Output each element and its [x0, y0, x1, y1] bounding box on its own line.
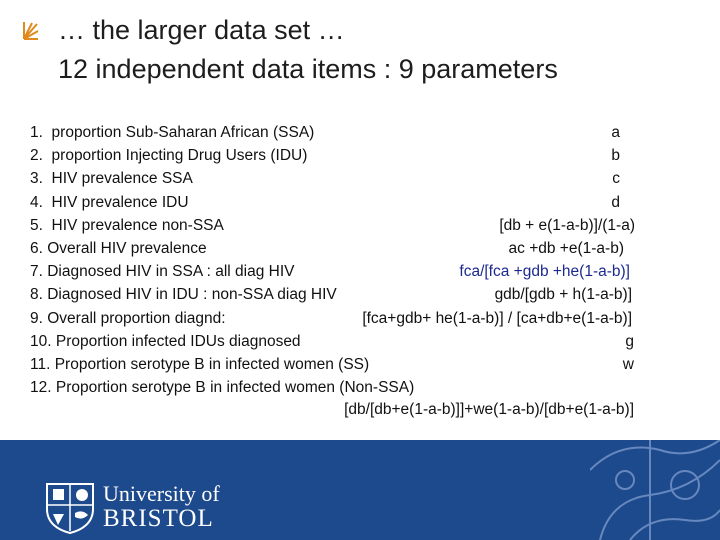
item-formula: ac +db +e(1-a-b) — [508, 240, 624, 257]
item-row: 2. proportion Injecting Drug Users (IDU)… — [0, 147, 720, 170]
item-12-formula: [db/[db+e(1-a-b)]]+we(1-a-b)/[db+e(1-a-b… — [344, 401, 634, 418]
item-formula: a — [611, 124, 620, 141]
item-row: 12. Proportion serotype B in infected wo… — [0, 379, 720, 402]
item-row: 6. Overall HIV prevalence ac +db +e(1-a-b… — [0, 240, 720, 263]
item-label: 11. Proportion serotype B in infected wo… — [30, 356, 370, 373]
item-formula: fca/[fca +gdb +he(1-a-b)] — [459, 263, 630, 281]
item-label: 12. Proportion serotype B in infected wo… — [30, 379, 415, 397]
item-row: 1. proportion Sub-Saharan African (SSA) a — [0, 124, 720, 147]
item-row: 8. Diagnosed HIV in IDU : non-SSA diag H… — [0, 286, 720, 309]
item-formula: gdb/[gdb + h(1-a-b)] — [494, 286, 632, 304]
item-formula: b — [611, 147, 620, 165]
university-crest-icon — [46, 483, 94, 534]
item-row: 10. Proportion infected IDUs diagnosed g — [0, 333, 720, 356]
item-row: 3. HIV prevalence SSA c — [0, 170, 720, 193]
item-label: 10. Proportion infected IDUs diagnosed — [30, 332, 301, 350]
decorative-pattern-icon — [590, 440, 720, 540]
item-row: 11. Proportion serotype B in infected wo… — [0, 356, 720, 379]
item-formula: g — [625, 332, 634, 350]
university-name-line2: BRISTOL — [103, 505, 214, 532]
item-row: 7. Diagnosed HIV in SSA : all diag HIV fc… — [0, 263, 720, 286]
item-row: 4. HIV prevalence IDU d — [0, 194, 720, 217]
university-name-line1: University of — [103, 481, 220, 506]
item-formula: [db + e(1-a-b)]/(1-a) — [499, 216, 635, 234]
item-12-formula-row: [db/[db+e(1-a-b)]]+we(1-a-b)/[db+e(1-a-b… — [0, 401, 720, 424]
slide-title-line1: … the larger data set … — [58, 15, 345, 45]
item-label: 9. Overall proportion diagnd: — [30, 309, 226, 327]
item-formula: w — [622, 356, 634, 373]
slide-title-line2: 12 independent data items : 9 parameters — [58, 54, 558, 84]
item-label: 1. proportion Sub-Saharan African (SSA) — [30, 124, 315, 141]
item-label: 3. HIV prevalence SSA — [30, 170, 193, 188]
item-label: 8. Diagnosed HIV in IDU : non-SSA diag H… — [30, 286, 337, 304]
item-label: 4. HIV prevalence IDU — [30, 193, 189, 211]
item-row: 5. HIV prevalence non-SSA [db + e(1-a-b)]… — [0, 217, 720, 240]
item-label: 2. proportion Injecting Drug Users (IDU) — [30, 147, 308, 165]
bullet-icon — [23, 22, 39, 40]
item-label: 5. HIV prevalence non-SSA — [30, 216, 224, 234]
item-label: 7. Diagnosed HIV in SSA : all diag HIV — [30, 263, 295, 281]
item-row: 9. Overall proportion diagnd: [fca+gdb+ h… — [0, 310, 720, 333]
footer-bar: University of BRISTOL — [0, 440, 720, 540]
item-formula: c — [612, 170, 620, 188]
item-label: 6. Overall HIV prevalence — [30, 240, 207, 257]
item-formula: [fca+gdb+ he(1-a-b)] / [ca+db+e(1-a-b)] — [362, 309, 632, 327]
item-formula: d — [611, 193, 620, 211]
